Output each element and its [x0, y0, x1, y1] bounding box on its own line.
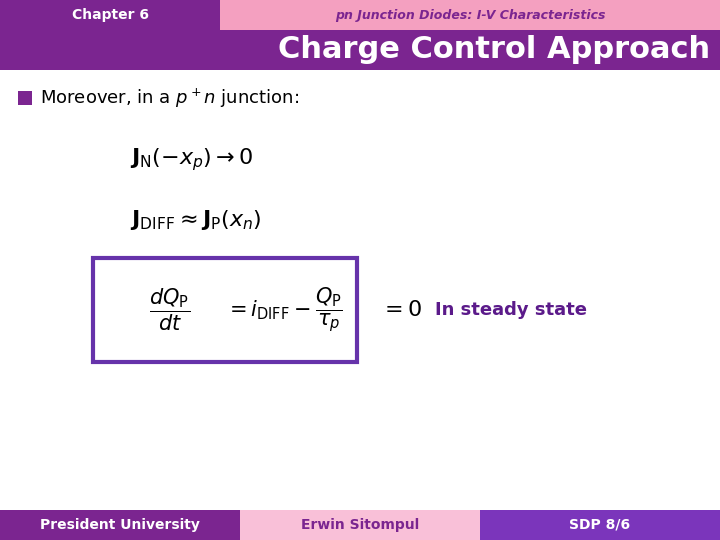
Text: $= i_\mathrm{DIFF} - \dfrac{Q_\mathrm{P}}{\tau_p}$: $= i_\mathrm{DIFF} - \dfrac{Q_\mathrm{P}… — [225, 286, 343, 334]
Text: $= 0$: $= 0$ — [380, 300, 422, 320]
Text: Chapter 6: Chapter 6 — [71, 8, 148, 22]
Text: SDP 8/6: SDP 8/6 — [570, 518, 631, 532]
Bar — [0, 0, 220, 30]
FancyBboxPatch shape — [93, 258, 357, 362]
Text: Erwin Sitompul: Erwin Sitompul — [301, 518, 419, 532]
Bar — [0, 510, 240, 540]
Bar — [480, 510, 720, 540]
Bar — [240, 510, 480, 540]
Text: President University: President University — [40, 518, 200, 532]
Bar — [0, 0, 720, 30]
Text: $\mathbf{J}_\mathsf{DIFF} \approx \mathbf{J}_\mathsf{P}(x_n)$: $\mathbf{J}_\mathsf{DIFF} \approx \mathb… — [130, 208, 261, 232]
Text: $\dfrac{dQ_\mathrm{P}}{dt}$: $\dfrac{dQ_\mathrm{P}}{dt}$ — [150, 287, 191, 333]
Text: pn Junction Diodes: I-V Characteristics: pn Junction Diodes: I-V Characteristics — [335, 9, 606, 22]
Bar — [0, 30, 720, 70]
Text: $\mathbf{J}_\mathsf{N}(-x_p) \rightarrow 0$: $\mathbf{J}_\mathsf{N}(-x_p) \rightarrow… — [130, 146, 253, 173]
Bar — [18, 91, 32, 105]
Text: In steady state: In steady state — [435, 301, 587, 319]
Text: Charge Control Approach: Charge Control Approach — [278, 36, 710, 64]
Text: Moreover, in a $p^+n$ junction:: Moreover, in a $p^+n$ junction: — [40, 86, 299, 110]
